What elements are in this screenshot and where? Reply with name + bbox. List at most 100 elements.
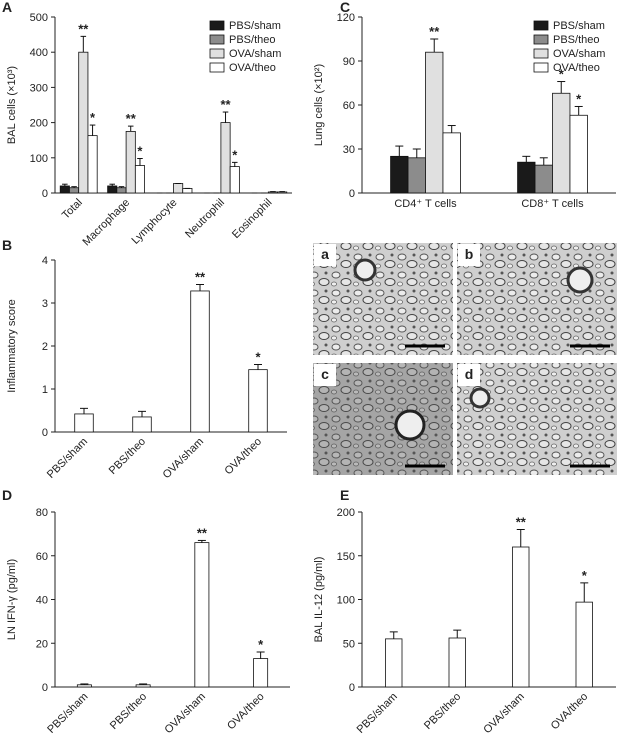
y-tick-label: 0 [42,188,48,200]
x-tick-label: PBS/sham [45,436,90,481]
y-axis-label: BAL IL-12 (pg/ml) [313,557,325,643]
airway [394,409,426,441]
bar [125,130,136,194]
y-tick-label: 40 [36,595,48,607]
chart-panel: Lung cells (×10²) C 0 30 60 90 120 CD4⁺ T cells… [313,0,616,210]
legend-swatch [209,20,225,31]
bar [512,546,530,688]
micrograph [313,243,453,355]
y-tick-label: 500 [30,12,48,24]
bar [425,51,444,194]
y-tick-label: 100 [30,153,48,165]
y-tick-label: 20 [36,638,48,650]
y-tick-label: 200 [30,118,48,130]
bar [277,191,288,194]
significance-label: * [90,110,96,125]
significance-label: ** [195,270,206,285]
airway [469,387,491,409]
legend-swatch [209,34,225,45]
y-axis-label: Lung cells (×10²) [313,64,325,146]
significance-label: * [137,144,143,159]
significance-label: * [255,349,261,364]
bar [575,601,593,688]
y-tick-label: 4 [42,255,48,267]
y-tick-label: 60 [36,551,48,563]
micrograph-label: a [321,246,329,262]
y-tick-label: 100 [337,595,355,607]
bar [69,187,80,194]
y-tick-label: 2 [42,341,48,353]
panel-label: B [2,237,12,253]
bar [407,157,426,194]
x-tick-label: Eosinophil [230,197,274,241]
x-tick-label: CD4⁺ T cells [394,198,457,210]
bar [132,416,152,433]
micrograph-panel: a b c d [313,243,617,475]
y-tick-label: 60 [343,100,355,112]
significance-label: ** [197,525,208,540]
bar [194,542,210,688]
y-tick-label: 120 [337,12,355,24]
y-tick-label: 90 [343,56,355,68]
bar [385,638,403,688]
legend-label: OVA/sham [553,48,605,60]
micrograph [457,363,617,475]
y-axis-label: BAL cells (×10³) [6,66,18,144]
label-box [458,244,480,266]
legend-swatch [533,34,549,45]
significance-label: * [232,147,238,162]
label-box [458,364,480,386]
legend-label: PBS/theo [229,34,275,46]
x-tick-label: PBS/sham [45,691,90,736]
significance-label: * [582,568,588,583]
panel-label: A [2,0,12,15]
x-tick-label: PBS/theo [107,436,148,477]
bar [107,185,118,194]
y-axis-label: Inflammatory score [6,299,18,393]
bar [173,183,184,194]
bar [517,161,536,194]
bar [267,191,278,194]
bar [534,164,553,194]
significance-label: * [576,91,582,106]
bar [87,135,98,194]
legend-swatch [533,20,549,31]
chart-panel: BAL IL-12 (pg/ml) E 0 50 100 150 200 PBS/sham PB… [313,487,616,736]
significance-label: ** [78,21,89,36]
airway [353,258,377,282]
chart-panel: Inflammatory score B 0 1 2 3 4 PBS/sham PBS/theo… [2,237,287,481]
bar [390,155,409,194]
x-tick-label: OVA/sham [162,691,208,737]
y-tick-label: 50 [343,638,355,650]
legend-label: PBS/sham [553,20,605,32]
bar [569,114,588,194]
y-tick-label: 0 [349,188,355,200]
bar [190,290,210,433]
legend-swatch [533,48,549,59]
panel-label: D [2,487,12,503]
y-tick-label: 1 [42,384,48,396]
chart-panel: BAL cells (×10³)A0100200300400500Total**… [2,0,292,248]
bar [135,684,151,688]
label-box [314,244,336,266]
bar [552,92,571,194]
x-tick-label: OVA/theo [222,436,264,478]
micrograph-shade [313,363,453,475]
x-tick-label: OVA/sham [161,436,207,482]
y-tick-label: 3 [42,298,48,310]
bar [253,658,269,688]
bar [448,637,466,688]
bar [116,187,127,194]
micrograph [457,243,617,355]
bar [248,369,268,433]
bar [59,185,70,194]
x-tick-label: Neutrophil [183,197,227,241]
panel-label: C [340,0,350,15]
significance-label: ** [220,97,231,112]
y-tick-label: 300 [30,82,48,94]
airway [566,266,594,294]
y-tick-label: 400 [30,47,48,59]
legend-label: OVA/sham [229,48,281,60]
x-tick-label: PBS/theo [422,691,463,732]
x-tick-label: OVA/sham [481,691,527,737]
